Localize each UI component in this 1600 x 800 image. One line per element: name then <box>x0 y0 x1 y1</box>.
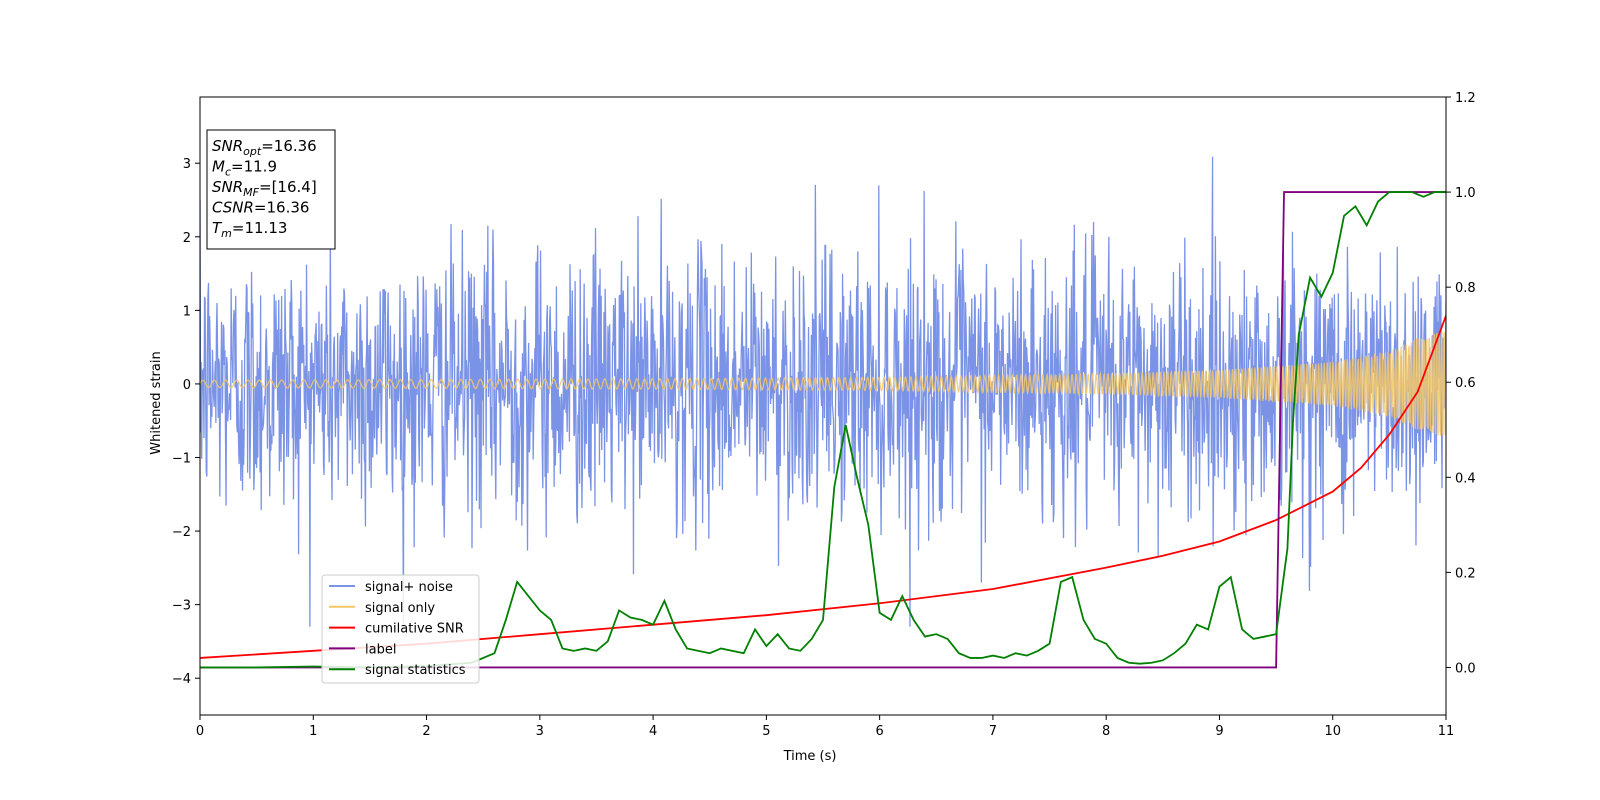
y-tick-label: −4 <box>172 672 191 687</box>
x-axis-label: Time (s) <box>783 749 837 764</box>
y-tick-label: 3 <box>183 157 191 172</box>
series-signal-statistics-line <box>200 191 1446 669</box>
info-box: SNRopt=16.36Mc=11.9SNRMF=[16.4]CSNR=16.3… <box>206 129 336 250</box>
y-right-tick-label: 0.6 <box>1455 376 1476 391</box>
axes: 0 1 2 3 4 5 6 7 8 9 10 113210−1−2−3−41.21.00.80.60.… <box>172 91 1476 739</box>
axes-frame <box>199 96 1447 716</box>
info-line-snr-opt: SNRopt=16.36 <box>212 137 317 158</box>
series-cumilative-snr-line <box>200 315 1446 659</box>
series-label-line <box>200 191 1446 669</box>
series-signal-only-line <box>200 331 1446 436</box>
y-tick-label: 1 <box>183 304 191 319</box>
info-box-frame <box>206 129 336 250</box>
y-right-tick-label: 1.0 <box>1455 186 1476 201</box>
y-tick-label: −3 <box>172 599 191 614</box>
y-tick-label: 0 <box>183 378 191 393</box>
y-right-tick-label: 0.4 <box>1455 471 1476 486</box>
x-tick-label: 4 <box>649 724 657 739</box>
y-tick-label: 2 <box>183 231 191 246</box>
legend: signal+ noise signal only cumilative SNR la… <box>321 574 480 684</box>
y-axis-label: Whitened strain <box>149 351 164 454</box>
x-tick-label: 1 <box>309 724 317 739</box>
y-right-tick-label: 1.2 <box>1455 91 1476 106</box>
legend-entry-label: signal+ noise <box>365 580 453 595</box>
legend-entry-label: label <box>365 642 396 657</box>
y-right-tick-label: 0.2 <box>1455 566 1476 581</box>
x-tick-label: 7 <box>989 724 997 739</box>
y-right-tick-label: 0.8 <box>1455 281 1476 296</box>
x-tick-label: 0 <box>196 724 204 739</box>
y-tick-label: −1 <box>172 452 191 467</box>
x-tick-label: 5 <box>762 724 770 739</box>
legend-entry-label: signal statistics <box>365 663 466 678</box>
x-tick-label: 8 <box>1102 724 1110 739</box>
series-signal-noise-line <box>200 156 1446 627</box>
x-tick-label: 6 <box>875 724 883 739</box>
info-line-snr-mf: SNRMF=[16.4] <box>212 178 317 199</box>
x-tick-label: 2 <box>422 724 430 739</box>
info-line-csnr: CSNR=16.36 <box>212 199 309 217</box>
x-tick-label: 11 <box>1438 724 1455 739</box>
y-tick-label: −2 <box>172 525 191 540</box>
plot-area <box>200 156 1446 669</box>
info-line-tm: Tm=11.13 <box>212 219 287 240</box>
legend-box <box>321 574 480 684</box>
x-tick-label: 9 <box>1215 724 1223 739</box>
info-line-mc: Mc=11.9 <box>212 158 277 179</box>
legend-entry-label: cumilative SNR <box>365 622 464 637</box>
y-right-tick-label: 0.0 <box>1455 661 1476 676</box>
x-tick-label: 10 <box>1324 724 1341 739</box>
legend-entry-label: signal only <box>365 601 435 616</box>
x-tick-label: 3 <box>536 724 544 739</box>
